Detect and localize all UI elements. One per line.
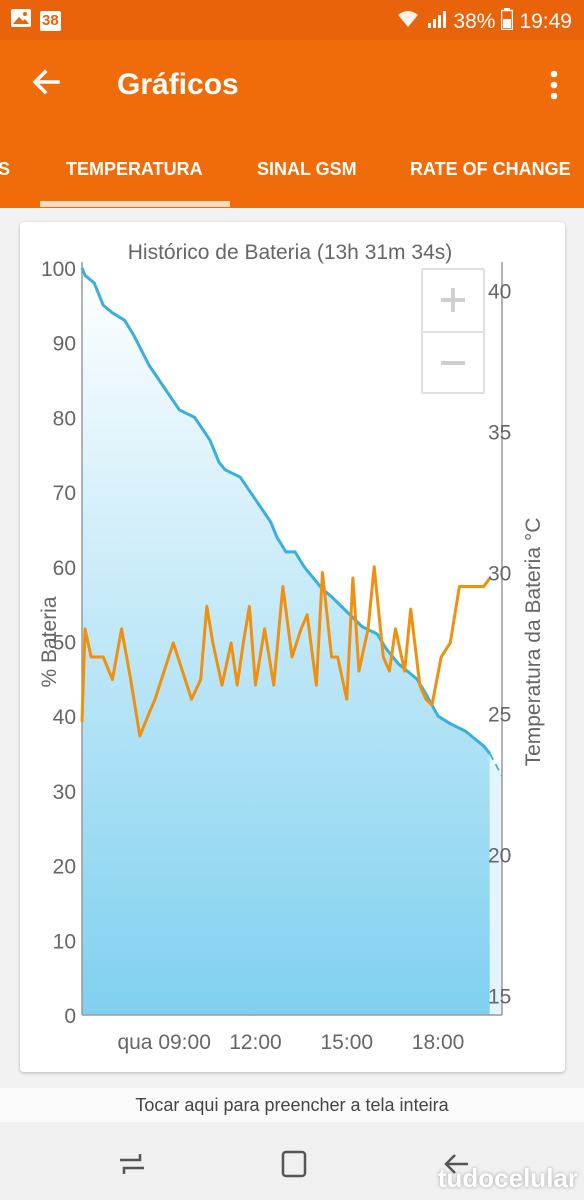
y-right-tick-label: 15 bbox=[488, 985, 511, 1008]
tab-bar: S TEMPERATURA SINAL GSM RATE OF CHANGE bbox=[0, 135, 584, 208]
y-tick-label: 10 bbox=[53, 930, 76, 953]
status-bar: 38 38% 19:49 bbox=[0, 0, 584, 40]
watermark-logo: tudocelular bbox=[437, 1163, 578, 1193]
zoom-out-button[interactable] bbox=[423, 331, 483, 391]
chart-title: Histórico de Bateria (13h 31m 34s) bbox=[128, 241, 453, 264]
y-tick-label: 20 bbox=[53, 856, 76, 879]
recent-apps-icon[interactable] bbox=[116, 1148, 148, 1180]
battery-area-fill bbox=[82, 268, 490, 1015]
zoom-controls bbox=[421, 268, 485, 394]
wifi-icon bbox=[395, 9, 421, 35]
y-right-tick-label: 25 bbox=[488, 703, 511, 726]
y-tick-label: 60 bbox=[53, 557, 76, 580]
battery-icon bbox=[501, 8, 514, 36]
y-right-tick-label: 20 bbox=[488, 844, 511, 867]
y-tick-label: 100 bbox=[41, 258, 76, 281]
tab-previous[interactable]: S bbox=[0, 159, 11, 179]
y-right-axis-label: Temperatura da Bateria °C bbox=[522, 518, 545, 767]
clock: 19:49 bbox=[519, 10, 572, 33]
battery-line bbox=[80, 267, 491, 755]
back-nav-icon[interactable] bbox=[440, 1148, 472, 1180]
battery-percent: 38% bbox=[453, 10, 496, 33]
temperature-line bbox=[80, 565, 492, 738]
y-tick-label: 40 bbox=[53, 706, 76, 729]
y-right-tick-label: 40 bbox=[488, 281, 511, 304]
y-tick-label: 30 bbox=[53, 781, 76, 804]
tab-rate-of-change[interactable]: RATE OF CHANGE bbox=[410, 159, 571, 179]
home-icon[interactable] bbox=[278, 1148, 310, 1180]
fullscreen-hint[interactable]: Tocar aqui para preencher a tela inteira bbox=[0, 1088, 584, 1122]
tab-temperatura[interactable]: TEMPERATURA bbox=[66, 159, 203, 179]
notification-count-badge: 38 bbox=[40, 10, 61, 31]
back-arrow-icon[interactable] bbox=[30, 66, 62, 98]
battery-projection-line bbox=[489, 753, 503, 777]
x-tick-label: 12:00 bbox=[229, 1031, 282, 1054]
y-right-tick-label: 35 bbox=[488, 421, 511, 444]
y-tick-label: 0 bbox=[64, 1005, 76, 1028]
y-tick-label: 70 bbox=[53, 482, 76, 505]
signal-icon bbox=[427, 9, 447, 35]
x-tick-label: 15:00 bbox=[321, 1031, 374, 1054]
tab-sinal-gsm[interactable]: SINAL GSM bbox=[257, 159, 357, 179]
chart-card[interactable]: 0 10 20 30 40 50 60 70 80 90 100 15 20 25 30 35 40 qua 09… bbox=[20, 222, 565, 1072]
active-tab-indicator bbox=[40, 201, 230, 207]
navigation-bar: tudocelular bbox=[0, 1122, 584, 1200]
projected-area-fill bbox=[489, 753, 502, 1015]
x-tick-label: 18:00 bbox=[412, 1031, 465, 1054]
app-bar: Gráficos bbox=[0, 40, 584, 135]
y-tick-label: 90 bbox=[53, 333, 76, 356]
zoom-in-button[interactable] bbox=[423, 270, 483, 330]
battery-history-chart: 0 10 20 30 40 50 60 70 80 90 100 15 20 25 30 35 40 qua 09… bbox=[38, 241, 545, 1054]
y-right-tick-label: 30 bbox=[488, 562, 511, 585]
y-tick-label: 80 bbox=[53, 407, 76, 430]
gallery-notification-icon bbox=[10, 8, 32, 33]
y-axis-label: % Bateria bbox=[38, 596, 61, 687]
page-title: Gráficos bbox=[117, 68, 239, 101]
x-tick-label: qua 09:00 bbox=[117, 1031, 210, 1054]
y-tick-label: 50 bbox=[53, 632, 76, 655]
more-options-icon[interactable] bbox=[550, 70, 558, 100]
